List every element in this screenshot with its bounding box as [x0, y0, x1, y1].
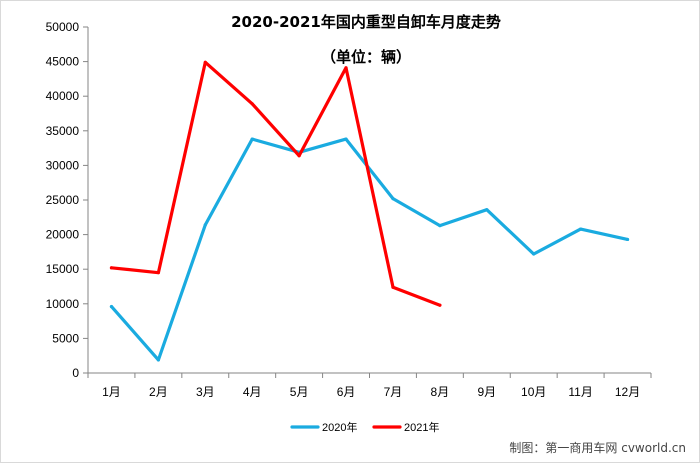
- data-point: [250, 102, 254, 106]
- y-tick-label: 20000: [46, 228, 80, 242]
- data-point: [625, 237, 630, 242]
- data-point: [250, 137, 254, 141]
- y-tick-label: 30000: [46, 158, 80, 172]
- data-point: [579, 227, 583, 231]
- data-point: [203, 60, 207, 64]
- data-point: [438, 224, 442, 228]
- y-tick-label: 50000: [46, 20, 80, 34]
- data-point: [344, 137, 348, 141]
- legend-label-0: 2020年: [322, 420, 357, 434]
- x-tick-label: 4月: [243, 385, 262, 399]
- x-tick-label: 6月: [337, 385, 356, 399]
- x-tick-label: 3月: [196, 385, 215, 399]
- y-tick-label: 40000: [46, 89, 80, 103]
- y-axis-ticks: 0 5000 10000 15000 20000 25000 30000 35000 40000…: [46, 20, 88, 380]
- legend: 2020年 2021年: [290, 420, 439, 434]
- data-point: [344, 66, 348, 70]
- x-tick-label: 12月: [615, 385, 640, 399]
- data-point: [391, 285, 395, 289]
- chart-title: 2020-2021年国内重型自卸车月度走势: [231, 13, 501, 31]
- x-tick-label: 11月: [568, 385, 592, 399]
- data-point: [532, 252, 536, 256]
- y-tick-label: 25000: [46, 193, 80, 207]
- data-point: [109, 304, 114, 309]
- data-point: [297, 154, 301, 158]
- series-line-1: [109, 60, 442, 307]
- x-tick-label: 8月: [431, 385, 450, 399]
- x-tick-label: 9月: [477, 385, 496, 399]
- data-point: [109, 266, 114, 270]
- chart-subtitle: （单位：辆）: [321, 48, 411, 66]
- data-point: [156, 358, 160, 362]
- y-tick-label: 5000: [52, 331, 79, 345]
- x-tick-label: 1月: [102, 385, 121, 399]
- y-tick-label: 35000: [46, 124, 80, 138]
- x-tick-label: 7月: [384, 385, 403, 399]
- series-layer: [109, 60, 630, 362]
- y-tick-label: 45000: [46, 55, 80, 69]
- data-point: [203, 223, 207, 227]
- data-point: [391, 197, 395, 201]
- series-line-0: [109, 137, 630, 362]
- y-tick-label: 10000: [46, 297, 80, 311]
- data-point: [438, 303, 442, 307]
- legend-label-1: 2021年: [404, 420, 439, 434]
- credit-text: 制图：第一商用车网 cvworld.cn: [509, 440, 686, 455]
- x-tick-label: 5月: [290, 385, 309, 399]
- x-tick-label: 10月: [521, 385, 546, 399]
- data-point: [156, 271, 160, 275]
- x-tick-label: 2月: [149, 385, 168, 399]
- y-tick-label: 0: [72, 366, 79, 380]
- data-point: [485, 208, 489, 212]
- y-tick-label: 15000: [46, 262, 80, 276]
- series-1: [109, 60, 442, 307]
- x-axis-ticks: 1月 2月 3月 4月 5月 6月 7月 8月 9月 10月 11月 12月: [87, 373, 652, 399]
